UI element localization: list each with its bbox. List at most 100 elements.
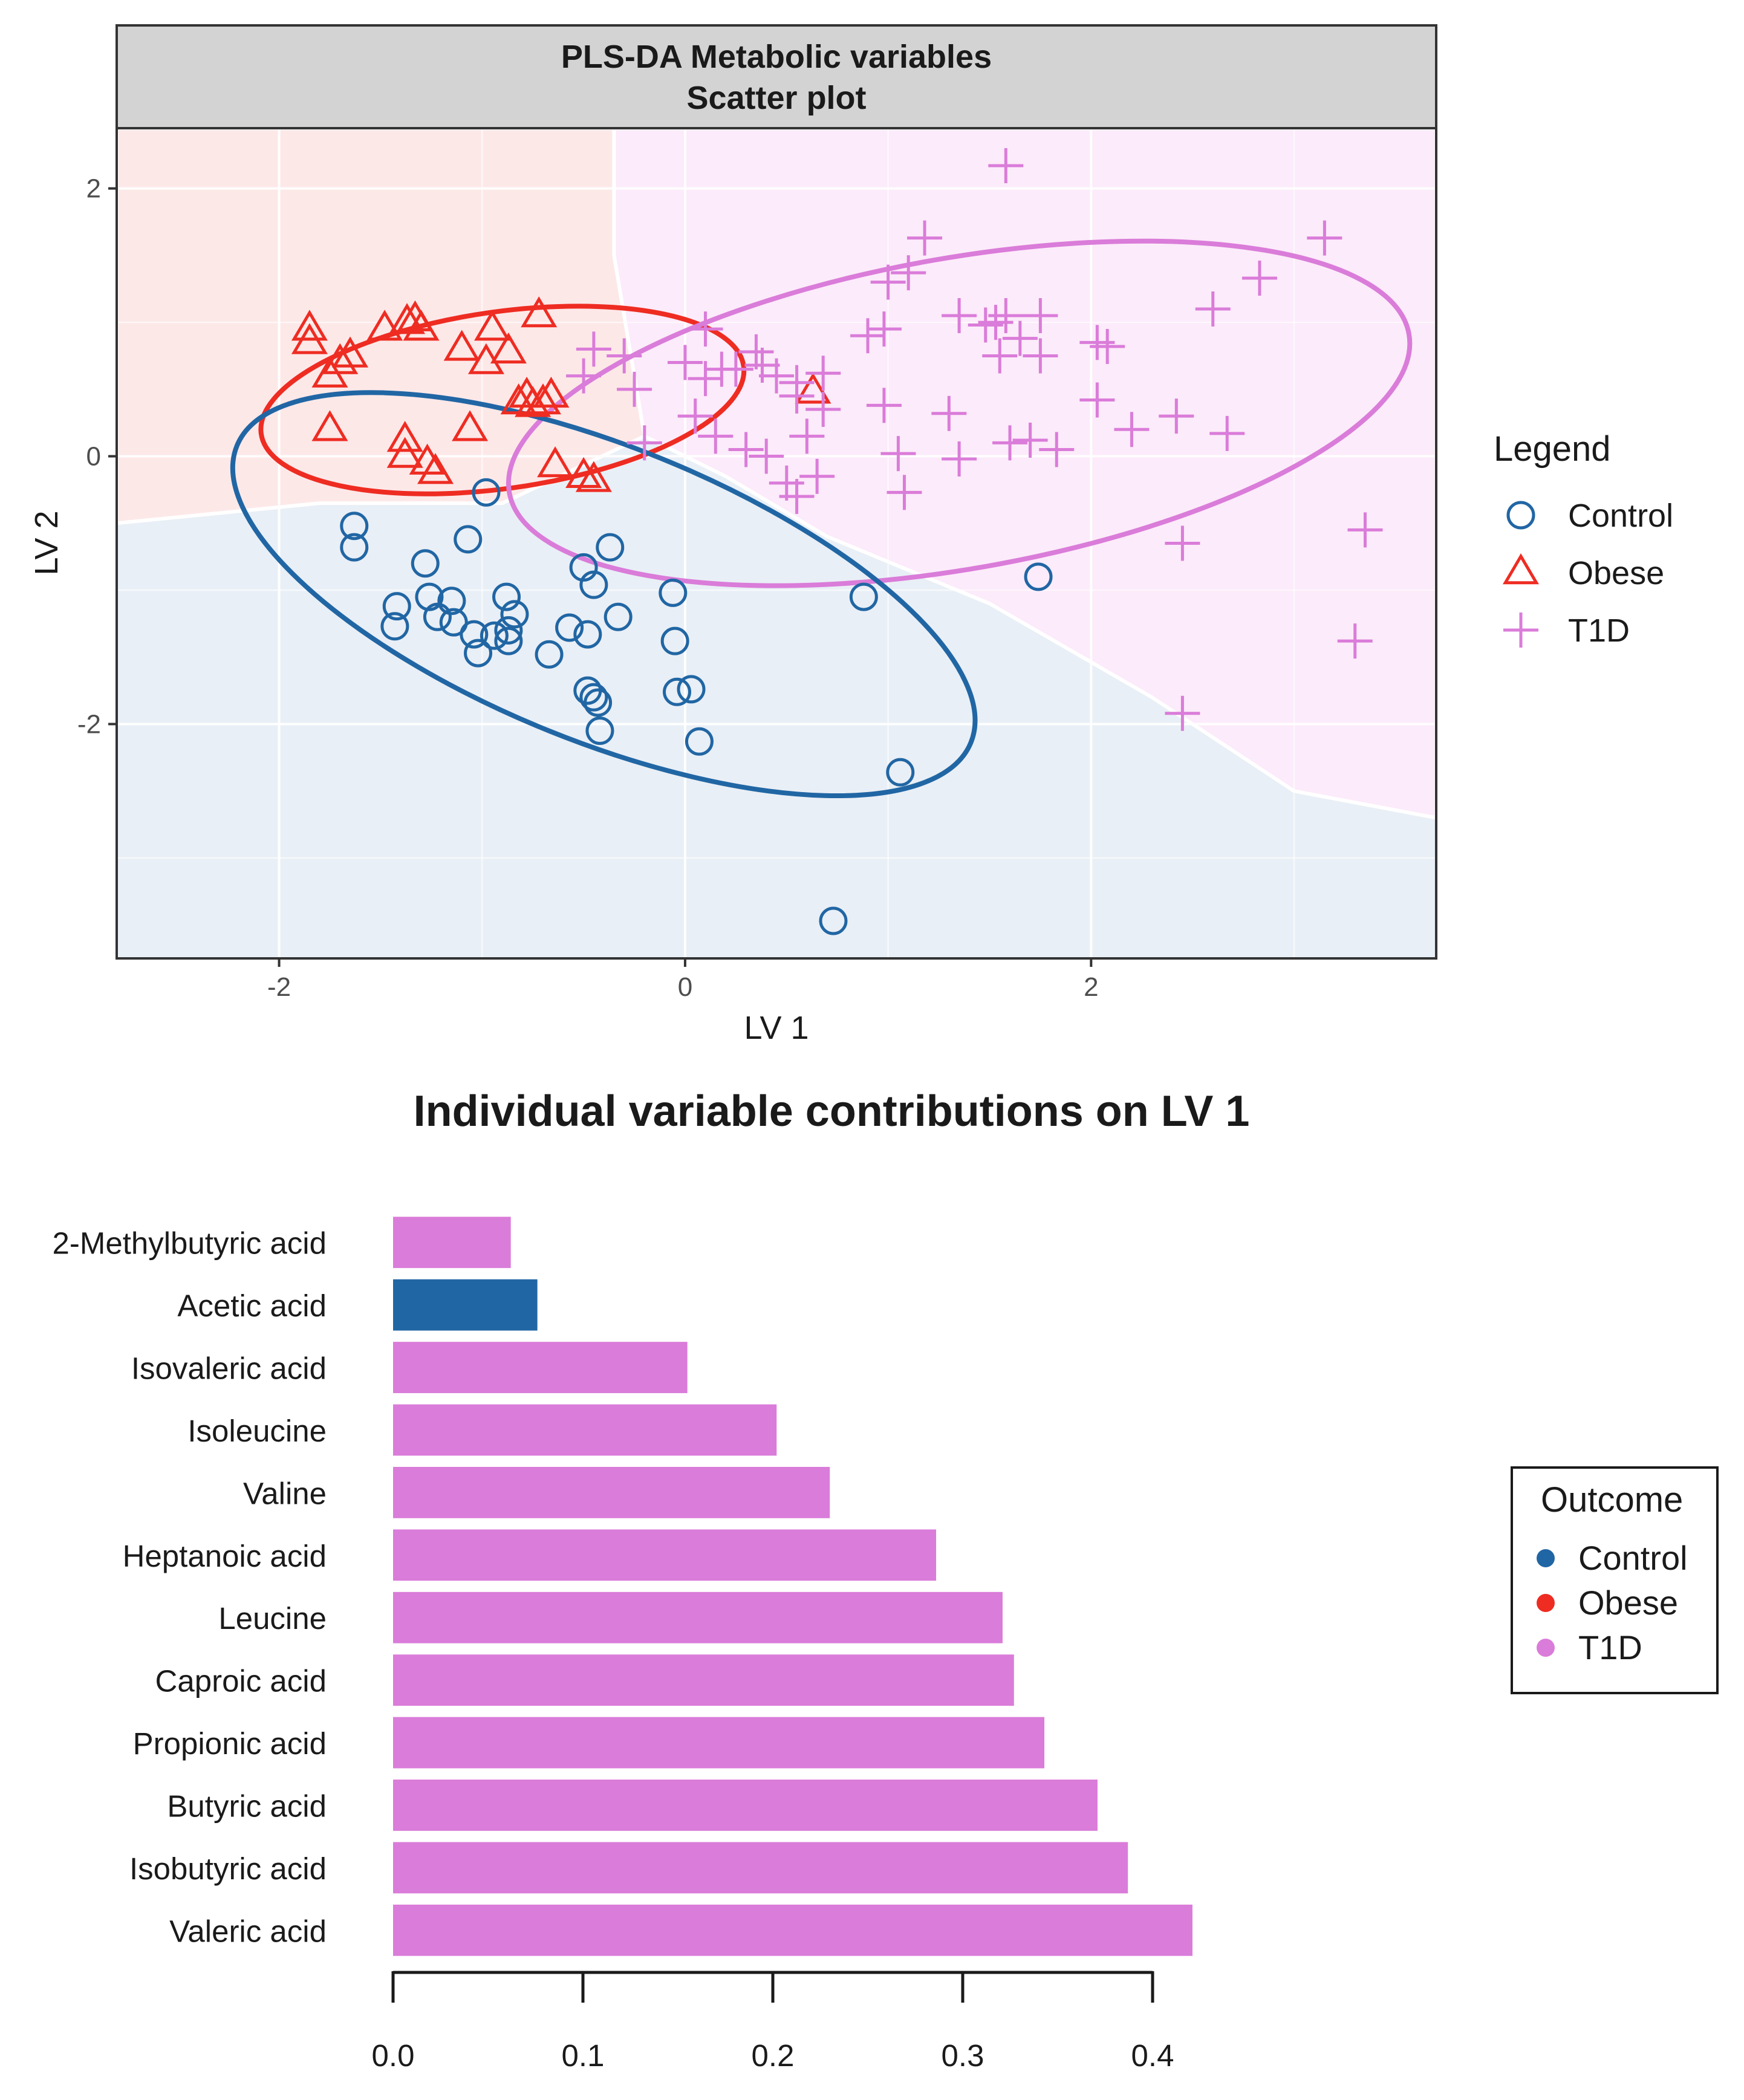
point-obese <box>474 310 511 341</box>
bar-category-label: Isoleucine <box>187 1414 327 1448</box>
outcome-dot-control <box>1537 1549 1555 1567</box>
scatter-x-label: LV 1 <box>744 1010 809 1046</box>
bar-chart: Individual variable contributions on LV … <box>53 1087 1719 2073</box>
bar-title: Individual variable contributions on LV … <box>414 1087 1250 1136</box>
point-t1d <box>1241 261 1277 296</box>
point-t1d <box>982 338 1018 374</box>
point-obese <box>311 410 348 441</box>
bar-category-label: 2-Methylbutyric acid <box>53 1226 327 1261</box>
point-obese <box>386 421 423 452</box>
point-control <box>886 758 915 787</box>
point-control <box>480 621 509 650</box>
point-t1d <box>617 371 652 407</box>
point-control <box>500 600 529 629</box>
point-obese <box>409 443 446 475</box>
point-control <box>454 525 483 554</box>
outcome-label-obese: Obese <box>1578 1584 1678 1622</box>
bar-category-label: Caproic acid <box>155 1664 327 1699</box>
bar-isovaleric-acid <box>393 1342 688 1393</box>
point-control <box>585 717 614 746</box>
bar-propionic-acid <box>393 1717 1045 1769</box>
legend-key-t1d <box>1503 613 1538 648</box>
point-t1d <box>805 356 841 391</box>
x-tick-label: 2 <box>1084 972 1098 1002</box>
bar-category-label: Leucine <box>218 1601 327 1636</box>
y-tick-label: 0 <box>86 442 101 472</box>
point-control <box>677 675 706 704</box>
bar-x-tick-label: 0.4 <box>1131 2038 1174 2073</box>
point-t1d <box>1307 220 1342 256</box>
point-obese <box>575 461 612 492</box>
point-obese <box>291 310 328 341</box>
point-t1d <box>1023 298 1058 334</box>
legend-label-control: Control <box>1568 498 1673 534</box>
point-control <box>423 602 452 631</box>
point-t1d <box>779 378 815 414</box>
point-t1d <box>1347 512 1383 548</box>
point-t1d <box>1165 525 1200 561</box>
point-control <box>535 640 564 669</box>
scatter-y-label: LV 2 <box>28 510 65 575</box>
point-t1d <box>988 148 1024 184</box>
point-t1d <box>988 298 1024 334</box>
point-t1d <box>749 438 784 474</box>
bar-category-label: Valine <box>243 1476 327 1510</box>
point-control <box>439 608 468 637</box>
point-t1d <box>1195 291 1231 327</box>
point-control <box>472 478 501 507</box>
bar-legend-title: Outcome <box>1541 1480 1683 1520</box>
point-t1d <box>744 347 780 383</box>
x-tick-label: 0 <box>678 972 692 1002</box>
point-t1d <box>880 436 916 472</box>
point-control <box>555 613 584 642</box>
bar-category-label: Propionic acid <box>133 1726 327 1761</box>
y-tick-label: -2 <box>77 709 101 739</box>
point-t1d <box>677 398 713 434</box>
point-t1d <box>931 395 967 431</box>
point-obese <box>533 376 570 408</box>
point-control <box>340 512 369 541</box>
point-control <box>340 533 369 562</box>
scatter-strip <box>116 24 1437 129</box>
point-t1d <box>607 338 642 374</box>
point-t1d <box>704 351 740 387</box>
point-t1d <box>1209 415 1245 451</box>
point-control <box>659 578 688 607</box>
point-obese <box>366 310 403 341</box>
point-t1d <box>566 358 602 394</box>
bar-category-label: Isovaleric acid <box>131 1351 327 1386</box>
point-t1d <box>769 465 804 501</box>
bar-x-tick-label: 0.0 <box>372 2038 415 2073</box>
point-control <box>849 582 878 611</box>
legend-key-control <box>1506 501 1535 530</box>
point-t1d <box>907 220 943 256</box>
point-obese <box>490 332 527 364</box>
point-control <box>411 549 440 578</box>
legend-key-obese <box>1502 553 1540 585</box>
point-control <box>494 626 523 655</box>
point-control <box>819 906 848 935</box>
bar-x-tick-label: 0.2 <box>752 2038 795 2073</box>
bar-legend: Outcome Control Obese T1D <box>1511 1466 1719 1694</box>
point-t1d <box>1090 328 1125 364</box>
point-control <box>494 616 523 645</box>
confidence-ellipse-control <box>230 390 978 799</box>
outcome-dot-obese <box>1537 1594 1555 1612</box>
point-t1d <box>667 345 703 380</box>
point-obese <box>386 437 423 468</box>
point-t1d <box>891 255 926 291</box>
scatter-subtitle: Scatter plot <box>686 80 866 116</box>
point-obese <box>443 330 480 361</box>
point-control <box>604 602 633 631</box>
point-control <box>579 570 608 599</box>
bar-leucine <box>393 1591 1003 1643</box>
point-t1d <box>688 311 723 347</box>
bar-x-tick-label: 0.3 <box>942 2038 984 2073</box>
scatter-legend: Legend Control Obese T1D <box>1494 429 1673 649</box>
point-t1d <box>1159 398 1194 434</box>
point-t1d <box>866 388 902 423</box>
point-t1d <box>1012 422 1048 458</box>
point-obese <box>521 296 558 328</box>
bar-isoleucine <box>393 1404 777 1456</box>
scatter-legend-title: Legend <box>1494 429 1611 469</box>
